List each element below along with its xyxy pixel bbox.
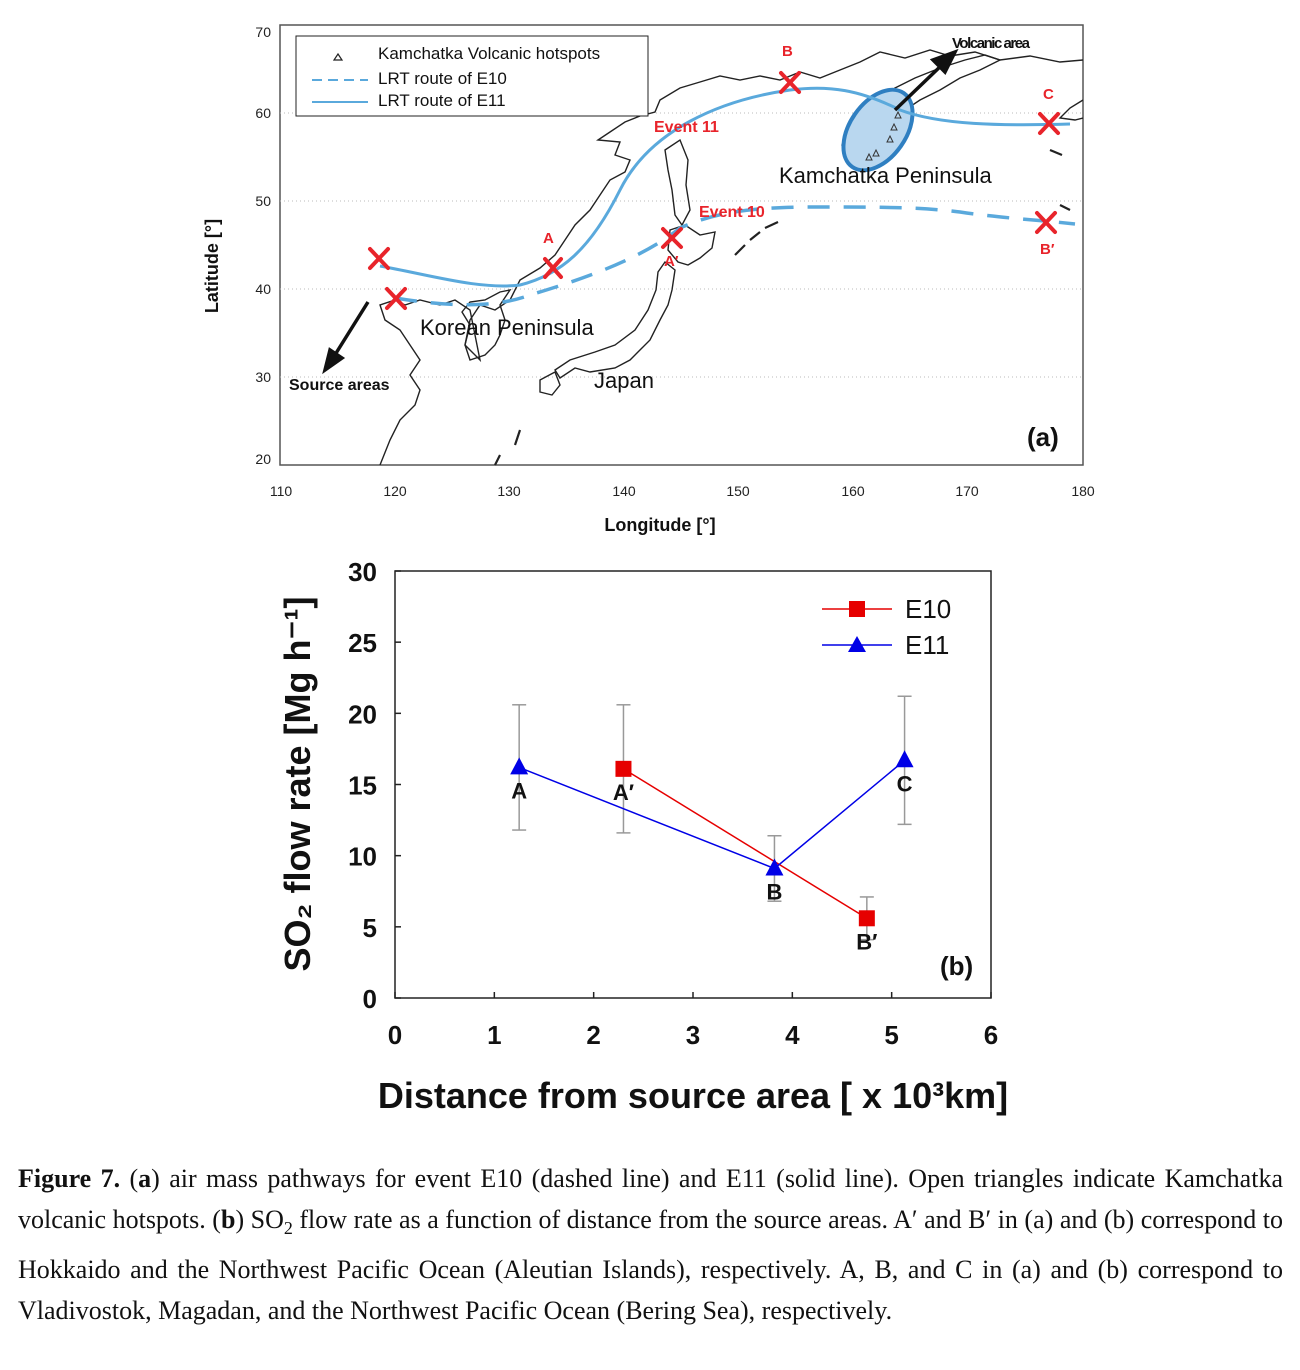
svg-text:110: 110 bbox=[270, 483, 293, 499]
legend-e10: LRT route of E10 bbox=[378, 69, 507, 88]
svg-text:130: 130 bbox=[497, 483, 521, 499]
map-label-B: B bbox=[782, 43, 793, 60]
x-tick-label: 1 bbox=[487, 1020, 501, 1050]
chart-plot-frame bbox=[394, 570, 992, 999]
marker-source-1 bbox=[368, 247, 390, 270]
chart-ylabel: SO₂ flow rate [Mg h⁻¹] bbox=[277, 597, 318, 972]
route-e11 bbox=[379, 86, 1071, 288]
marker-C bbox=[1038, 112, 1060, 135]
map-label-kamchatka: Kamchatka Peninsula bbox=[779, 163, 993, 188]
map-label-japan: Japan bbox=[594, 368, 654, 393]
map-x-ticks: 110 120 130 140 150 160 170 180 bbox=[270, 483, 1095, 499]
svg-text:140: 140 bbox=[612, 483, 636, 499]
data-point-label: A bbox=[511, 778, 527, 803]
island-chains bbox=[494, 148, 1071, 466]
x-tick-label: 2 bbox=[586, 1020, 600, 1050]
series-line bbox=[623, 768, 868, 919]
svg-text:40: 40 bbox=[255, 281, 271, 297]
legend-e10-marker bbox=[849, 601, 865, 617]
coastlines bbox=[379, 49, 1083, 465]
map-ylabel: Latitude [°] bbox=[202, 219, 222, 313]
map-panel: Kamchatka Volcanic hotspots LRT route of… bbox=[202, 24, 1095, 535]
caption-panel-a: a bbox=[138, 1164, 152, 1193]
svg-text:150: 150 bbox=[726, 483, 750, 499]
map-label-A: A bbox=[543, 230, 554, 247]
chart-legend: E10 E11 bbox=[822, 594, 951, 660]
y-tick-label: 15 bbox=[348, 771, 377, 801]
caption-panel-b: b bbox=[220, 1205, 236, 1234]
caption-text: ( bbox=[120, 1164, 139, 1193]
arrows bbox=[322, 48, 959, 375]
caption-figure-number: Figure 7. bbox=[18, 1164, 121, 1193]
data-point-square bbox=[858, 910, 875, 927]
svg-text:20: 20 bbox=[255, 451, 271, 467]
data-point-triangle bbox=[510, 757, 529, 775]
y-tick-label: 20 bbox=[348, 699, 377, 729]
map-label-C: C bbox=[1043, 86, 1054, 103]
map-label-A-prime: A′ bbox=[664, 253, 679, 270]
caption-text: flow rate as a function of distance from… bbox=[18, 1205, 1283, 1326]
data-point-label: B bbox=[767, 879, 783, 904]
legend-e10-label: E10 bbox=[905, 594, 951, 624]
map-panel-label: (a) bbox=[1027, 422, 1059, 452]
series-e11: A B C bbox=[510, 695, 914, 904]
map-label-korean: Korean Peninsula bbox=[420, 315, 594, 340]
map-label-event11: Event 11 bbox=[654, 119, 719, 136]
legend-e11-marker bbox=[848, 636, 866, 652]
map-xlabel: Longitude [°] bbox=[604, 515, 715, 535]
chart-xlabel: Distance from source area [ x 10³km] bbox=[378, 1075, 1008, 1116]
chart-ticks: 0 1 2 3 4 5 6 0 5 10 15 20 25 30 bbox=[348, 557, 998, 1050]
caption-text: ) air mass pathways for event E10 (dashe… bbox=[18, 1164, 1283, 1234]
legend-hotspot-triangle-icon bbox=[332, 52, 344, 61]
map-label-source: Source areas bbox=[289, 377, 390, 394]
legend-e11-label: E11 bbox=[905, 630, 949, 660]
y-tick-label: 25 bbox=[348, 628, 377, 658]
map-label-B-prime: B′ bbox=[1040, 241, 1055, 258]
svg-text:50: 50 bbox=[255, 193, 271, 209]
route-markers bbox=[368, 71, 1060, 310]
x-tick-label: 0 bbox=[388, 1020, 402, 1050]
svg-text:160: 160 bbox=[841, 483, 865, 499]
chart-series: A′ B′ A B C bbox=[510, 695, 914, 954]
caption-text: ) SO bbox=[235, 1205, 284, 1234]
data-point-square bbox=[615, 760, 632, 777]
y-tick-label: 5 bbox=[363, 913, 377, 943]
figure-caption: Figure 7. (a) air mass pathways for even… bbox=[18, 1158, 1283, 1331]
svg-text:70: 70 bbox=[255, 24, 271, 40]
data-point-triangle bbox=[765, 858, 784, 876]
map-label-event10: Event 10 bbox=[699, 204, 765, 221]
volcanic-hotspots bbox=[865, 110, 902, 161]
legend-e11: LRT route of E11 bbox=[378, 91, 506, 110]
data-point-label: C bbox=[897, 771, 913, 796]
x-tick-label: 4 bbox=[785, 1020, 800, 1050]
route-e10 bbox=[394, 205, 1076, 307]
marker-B bbox=[779, 71, 801, 94]
marker-A bbox=[543, 257, 563, 279]
marker-A-prime bbox=[661, 227, 683, 249]
y-tick-label: 10 bbox=[348, 842, 377, 872]
svg-text:180: 180 bbox=[1071, 483, 1095, 499]
data-point-label: A′ bbox=[613, 780, 634, 805]
data-point-triangle bbox=[895, 750, 914, 768]
caption-subscript: 2 bbox=[283, 1218, 293, 1239]
svg-text:120: 120 bbox=[383, 483, 407, 499]
svg-text:30: 30 bbox=[255, 369, 271, 385]
series-e10: A′ B′ bbox=[613, 704, 877, 954]
x-tick-label: 5 bbox=[884, 1020, 898, 1050]
map-y-ticks: 70 60 50 40 30 20 bbox=[255, 24, 271, 467]
svg-text:170: 170 bbox=[955, 483, 979, 499]
marker-source-2 bbox=[385, 287, 407, 310]
map-label-volcanic-area: Volcanic area bbox=[952, 35, 1031, 52]
marker-B-prime bbox=[1035, 211, 1057, 234]
y-tick-label: 30 bbox=[348, 557, 377, 587]
legend-hotspots: Kamchatka Volcanic hotspots bbox=[378, 44, 600, 63]
x-tick-label: 3 bbox=[686, 1020, 700, 1050]
svg-text:60: 60 bbox=[255, 105, 271, 121]
chart-panel-label: (b) bbox=[940, 951, 973, 981]
map-legend: Kamchatka Volcanic hotspots LRT route of… bbox=[295, 35, 649, 117]
x-tick-label: 6 bbox=[984, 1020, 998, 1050]
data-point-label: B′ bbox=[856, 929, 877, 954]
y-tick-label: 0 bbox=[363, 984, 377, 1014]
